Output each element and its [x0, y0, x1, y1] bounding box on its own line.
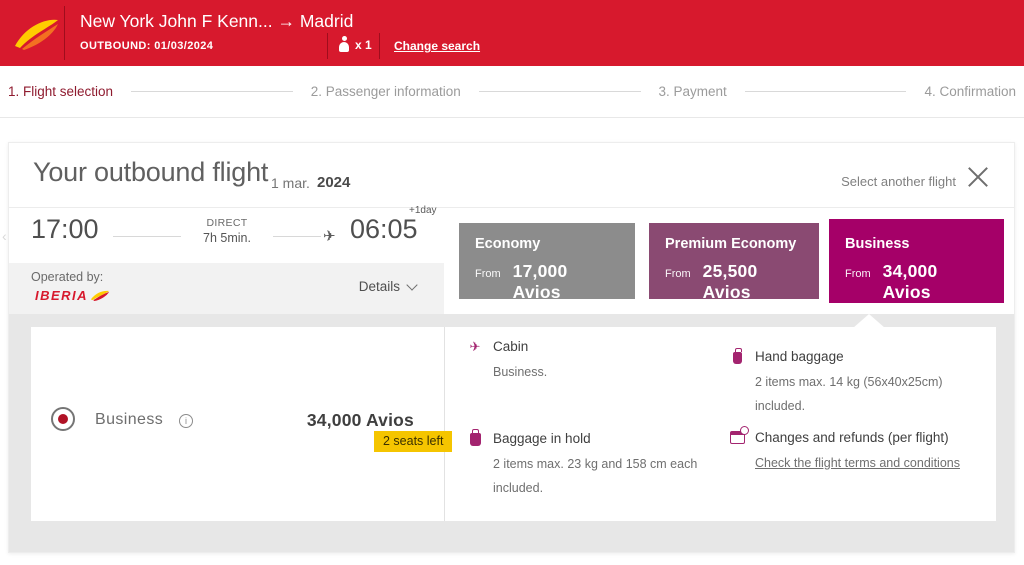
fare-detail-section: Business i 34,000 Avios 2 seats left ✈ C… — [9, 314, 1014, 552]
chevron-down-icon — [406, 278, 418, 291]
fare-price: 25,500 Avios — [702, 261, 758, 302]
route-line — [113, 236, 181, 237]
booking-stepper: 1. Flight selection 2. Passenger informa… — [0, 66, 1024, 118]
cabin-title: Cabin — [493, 339, 529, 354]
passenger-count-label: x 1 — [355, 38, 372, 52]
fare-from-label: From — [665, 268, 691, 280]
step-confirmation: 4. Confirmation — [924, 84, 1017, 99]
departure-time: 17:00 — [31, 214, 99, 244]
previous-flight-chevron[interactable]: ‹ — [2, 228, 7, 244]
panel-divider — [444, 327, 445, 521]
flight-details-toggle[interactable]: Details — [358, 278, 418, 294]
flight-mid-info: DIRECT 7h 5min. — [183, 217, 271, 245]
operated-by-label: Operated by: — [31, 270, 104, 284]
hand-baggage-detail: Hand baggage 2 items max. 14 kg (56x40x2… — [729, 348, 991, 418]
hold-baggage-text: 2 items max. 23 kg and 158 cm each inclu… — [493, 457, 698, 495]
app-header: New York John F Kenn... → Madrid OUTBOUN… — [0, 0, 1024, 66]
fare-from-label: From — [845, 268, 871, 280]
header-divider — [64, 6, 65, 60]
cabin-text: Business. — [493, 365, 548, 379]
info-icon[interactable]: i — [179, 414, 193, 428]
fare-name: Business — [845, 236, 910, 252]
outbound-flight-card: Your outbound flight 1 mar. 2024 Select … — [8, 142, 1015, 553]
step-passenger-information: 2. Passenger information — [310, 84, 461, 99]
close-icon[interactable] — [964, 163, 992, 191]
plus-one-day-label: +1day — [409, 205, 437, 216]
route-line — [273, 236, 321, 237]
radio-selected-dot — [58, 414, 68, 424]
operator-logo: IBERIA — [35, 288, 110, 303]
change-search-link[interactable]: Change search — [394, 39, 481, 53]
changes-refunds-title: Changes and refunds (per flight) — [755, 430, 949, 445]
seats-left-badge: 2 seats left — [374, 431, 453, 452]
fare-detail-panel: Business i 34,000 Avios 2 seats left ✈ C… — [31, 327, 996, 521]
flight-year: 2024 — [317, 174, 351, 191]
passenger-count[interactable]: x 1 — [339, 36, 372, 52]
plane-icon: ✈ — [323, 228, 336, 245]
header-divider — [327, 33, 328, 59]
operated-by-bar: Operated by: IBERIA Details — [9, 263, 444, 314]
route-title: New York John F Kenn... → Madrid — [80, 11, 354, 31]
details-label: Details — [358, 279, 400, 294]
fare-from-label: From — [475, 268, 501, 280]
operator-name: IBERIA — [35, 288, 89, 303]
step-connector — [478, 91, 641, 92]
hold-baggage-detail: Baggage in hold 2 items max. 23 kg and 1… — [467, 429, 729, 500]
select-another-flight-link[interactable]: Select another flight — [841, 174, 956, 189]
outbound-date-label: OUTBOUND: 01/03/2024 — [80, 40, 214, 52]
fare-name: Premium Economy — [665, 236, 797, 252]
cabin-detail: ✈ Cabin Business. — [467, 339, 729, 384]
hold-baggage-title: Baggage in hold — [493, 430, 591, 446]
cabin-plane-icon: ✈ — [469, 339, 481, 354]
fare-radio-business[interactable] — [51, 407, 75, 431]
selected-fare-name: Business — [95, 411, 164, 428]
duration-label: 7h 5min. — [203, 231, 251, 245]
step-connector — [744, 91, 907, 92]
step-flight-selection[interactable]: 1. Flight selection — [8, 84, 114, 99]
hand-baggage-text: 2 items max. 14 kg (56x40x25cm) included… — [755, 375, 943, 413]
direct-label: DIRECT — [206, 217, 248, 229]
flight-date: 1 mar. — [271, 175, 310, 191]
terms-conditions-link[interactable]: Check the flight terms and conditions — [755, 456, 960, 470]
fare-price: 34,000 Avios — [882, 261, 938, 302]
fare-business[interactable]: Business From 34,000 Avios — [829, 219, 1004, 303]
fare-premium-economy[interactable]: Premium Economy From 25,500 Avios — [649, 223, 819, 302]
selected-fare-pointer — [853, 314, 885, 328]
step-connector — [131, 91, 293, 92]
calendar-clock-icon — [729, 426, 749, 444]
hand-baggage-title: Hand baggage — [755, 349, 844, 364]
selected-fare-price: 34,000 Avios — [306, 410, 414, 430]
iberia-logo-icon — [15, 19, 58, 50]
passenger-icon — [339, 36, 349, 52]
step-payment: 3. Payment — [658, 84, 727, 99]
fare-economy[interactable]: Economy From 17,000 Avios — [459, 223, 635, 302]
arrival-time: 06:05 — [350, 214, 418, 244]
hand-baggage-icon — [732, 348, 742, 364]
iberia-swoosh-icon — [90, 290, 110, 301]
fare-price: 17,000 Avios — [512, 261, 568, 302]
fare-name: Economy — [475, 236, 541, 252]
divider — [9, 207, 1014, 208]
hold-baggage-icon — [469, 429, 481, 446]
changes-refunds-detail: Changes and refunds (per flight) Check t… — [729, 426, 991, 475]
card-title: Your outbound flight — [33, 157, 269, 187]
header-divider — [379, 33, 380, 59]
